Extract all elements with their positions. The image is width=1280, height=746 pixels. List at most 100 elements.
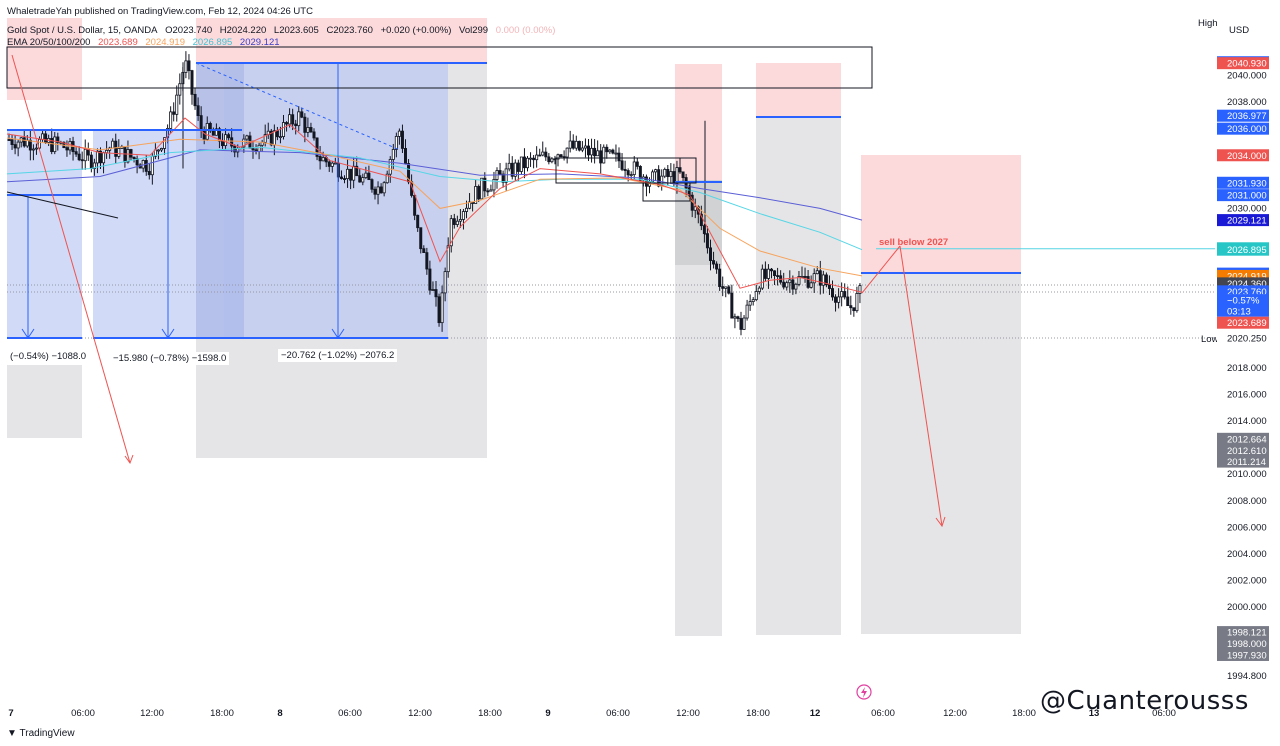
low-label: Low (1201, 334, 1219, 345)
candle-body (413, 195, 417, 216)
candle-body (80, 159, 84, 162)
price-tag (1217, 432, 1269, 445)
candle-body (376, 186, 380, 195)
candle-body (556, 154, 560, 160)
candle-body (172, 111, 176, 115)
position-box[interactable] (756, 63, 841, 117)
candle-body (111, 140, 115, 149)
candle-body (803, 276, 807, 278)
lightning-icon[interactable] (856, 684, 872, 700)
publisher-line: WhaletradeYah published on TradingView.c… (7, 6, 313, 17)
symbol-name[interactable]: Gold Spot / U.S. Dollar, 15, OANDA (7, 25, 158, 36)
projection-arrow[interactable] (11, 54, 131, 464)
ema100-line[interactable] (6, 146, 863, 251)
candle-body (269, 130, 273, 146)
candle-body (852, 307, 856, 312)
position-box[interactable] (196, 18, 487, 63)
price-tag (1217, 316, 1269, 329)
candle-body (766, 268, 770, 279)
candle-body (806, 276, 810, 288)
time-tick-label: 18:00 (746, 708, 770, 719)
measure-label-2: −15.980 (−0.78%) −1598.0 (110, 352, 230, 365)
candle-body (361, 177, 365, 183)
candle-body (150, 155, 154, 176)
time-tick-label: 12 (810, 708, 821, 719)
low-value: L2023.605 (273, 25, 319, 36)
candle-body (13, 144, 17, 149)
candle-body (169, 111, 173, 129)
projection-arrow[interactable] (899, 245, 943, 527)
position-box[interactable] (7, 130, 82, 338)
time-tick-label: 06:00 (1152, 708, 1176, 719)
candle-body (733, 316, 737, 319)
candle-body (550, 158, 554, 163)
candle-body (742, 317, 746, 330)
candle-body (782, 281, 786, 288)
price-tag-label: 1998.121 (1227, 628, 1267, 639)
ema20-line[interactable] (6, 117, 863, 293)
candle-body (507, 162, 511, 170)
candle-body (574, 140, 578, 149)
candle-body (422, 248, 426, 254)
candle-body (455, 220, 459, 225)
candle-body (294, 123, 298, 127)
candle-body (288, 114, 292, 125)
price-tick-label: 1994.800 (1227, 671, 1267, 682)
dashed-line[interactable] (195, 62, 401, 151)
candle-body (757, 287, 761, 292)
price-tick-label: 2008.000 (1227, 496, 1267, 507)
ema50-value: 2024.919 (145, 37, 185, 48)
candle-body (602, 146, 606, 164)
position-box[interactable] (7, 18, 82, 100)
position-box[interactable] (756, 117, 841, 635)
time-tick-label: 12:00 (943, 708, 967, 719)
tradingview-logo[interactable]: ▼ TradingView (7, 728, 75, 739)
price-tag-label: −0.57% (1227, 296, 1260, 307)
ema200-line[interactable] (6, 149, 863, 221)
candle-body (681, 171, 685, 178)
projection-arrow[interactable] (861, 245, 901, 294)
ema50-line[interactable] (6, 137, 863, 277)
candle-body (593, 147, 597, 157)
measure-label-3: −20.762 (−1.02%) −2076.2 (278, 349, 398, 362)
candle-body (309, 127, 313, 133)
position-box[interactable] (861, 155, 1021, 273)
position-box[interactable] (7, 365, 82, 438)
candle-body (132, 156, 136, 160)
candle-body (748, 301, 752, 306)
candle-body (352, 165, 356, 181)
candle-body (541, 151, 545, 156)
position-box[interactable] (861, 273, 1021, 634)
time-tick-label: 18:00 (1012, 708, 1036, 719)
time-tick-label: 18:00 (478, 708, 502, 719)
candle-body (785, 282, 789, 288)
candle-body (315, 137, 319, 157)
candle-body (718, 268, 722, 287)
candle-body (763, 268, 767, 279)
trend-line[interactable] (6, 191, 119, 219)
range-box[interactable] (555, 157, 697, 184)
candle-body (559, 154, 563, 158)
sell-annotation: sell below 2027 (879, 237, 948, 248)
position-box[interactable] (675, 64, 722, 180)
resistance-zone[interactable] (6, 46, 873, 89)
candle-body (590, 147, 594, 156)
position-box[interactable] (675, 265, 722, 636)
ema-legend[interactable]: EMA 20/50/100/200 2023.689 2024.919 2026… (7, 37, 285, 48)
candle-body (812, 273, 816, 284)
range-box[interactable] (642, 182, 691, 202)
candle-body (349, 168, 353, 181)
candle-body (230, 137, 234, 147)
candle-body (629, 174, 633, 176)
price-tag-label: 03:13 (1227, 306, 1251, 317)
candle-body (736, 316, 740, 319)
price-tag (1217, 637, 1269, 650)
candle-body (474, 186, 478, 204)
price-tag (1217, 304, 1269, 317)
candle-body (44, 133, 48, 143)
time-tick-label: 06:00 (871, 708, 895, 719)
candle-body (419, 227, 423, 250)
candle-body (28, 139, 32, 151)
candle-body (522, 156, 526, 169)
